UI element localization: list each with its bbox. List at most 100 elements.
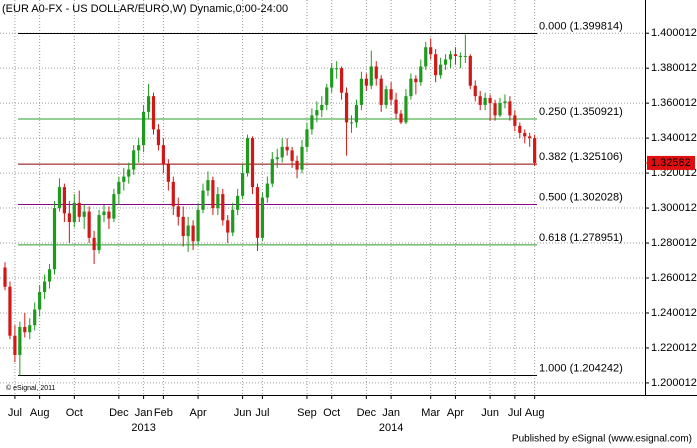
x-tick-label: Aug	[30, 407, 50, 419]
candle-body	[72, 202, 76, 223]
candle-body	[13, 335, 17, 355]
y-tick-label: 1.380012	[651, 62, 697, 74]
x-tick-label: Jun	[234, 407, 252, 419]
candle-body	[414, 78, 418, 83]
candle-body	[518, 125, 522, 133]
candle-body	[102, 211, 106, 216]
candle-body	[47, 269, 52, 282]
x-tick-label: Oct	[323, 407, 340, 419]
fib-label: 0.618 (1.278951)	[539, 232, 623, 244]
candle-body	[67, 213, 71, 223]
x-tick-label: Dec	[357, 407, 377, 419]
candle-body	[280, 146, 284, 158]
candle-body	[429, 47, 433, 55]
candle-body	[513, 115, 517, 126]
candle-body	[354, 104, 359, 123]
candle-body	[374, 66, 378, 79]
x-tick-label: Jan	[382, 407, 400, 419]
candle-body	[315, 110, 319, 116]
candle-body	[161, 145, 165, 165]
x-year-label: 2013	[131, 422, 155, 434]
candle-body	[404, 96, 408, 123]
candle-body	[335, 68, 339, 70]
fib-label: 0.382 (1.325106)	[539, 151, 623, 163]
candle-body	[186, 225, 190, 237]
candle-body	[97, 215, 101, 251]
candle-body	[468, 55, 472, 86]
candle-body	[196, 209, 200, 242]
x-tick-label: Jan	[135, 407, 153, 419]
fib-label: 0.000 (1.399814)	[539, 20, 623, 32]
candle-body	[241, 173, 245, 196]
y-tick-label: 1.220012	[651, 342, 697, 354]
x-tick-label: Jul	[255, 407, 269, 419]
candle-body	[463, 55, 467, 57]
x-tick-label: Jul	[8, 407, 22, 419]
x-tick-label: Dec	[109, 407, 129, 419]
x-tick-label: Sep	[297, 407, 317, 419]
candle-body	[439, 64, 443, 76]
candle-body	[181, 216, 185, 237]
x-tick-label: Apr	[447, 407, 464, 419]
candle-body	[112, 194, 116, 219]
candle-body	[458, 55, 462, 57]
candle-body	[533, 138, 537, 163]
y-tick-label: 1.320012	[651, 167, 697, 179]
x-tick-label: Mar	[421, 407, 440, 419]
candle-body	[255, 187, 260, 238]
fib-label: 0.500 (1.302028)	[539, 191, 623, 203]
candle-body	[221, 194, 225, 221]
candle-body	[275, 157, 279, 160]
candle-body	[508, 101, 512, 116]
candle-body	[107, 211, 111, 219]
candle-body	[300, 146, 304, 170]
candle-body	[478, 96, 482, 105]
fib-label: 1.000 (1.204242)	[539, 362, 623, 374]
candle-body	[330, 68, 334, 88]
x-tick-label: Oct	[66, 407, 83, 419]
candle-body	[419, 66, 423, 83]
candle-body	[409, 78, 413, 97]
last-price-box	[647, 155, 695, 170]
candle-body	[156, 129, 161, 146]
candle-body	[473, 85, 477, 97]
footer: Published by eSignal (www.esignal.com)	[512, 434, 692, 445]
candle-body	[33, 309, 37, 326]
y-tick-label: 1.240012	[651, 307, 697, 319]
candle-body	[231, 209, 235, 233]
candle-body	[295, 160, 299, 170]
candle-body	[142, 111, 146, 146]
candle-body	[325, 87, 329, 105]
candle-body	[38, 292, 42, 310]
candle-body	[236, 195, 240, 210]
x-tick-label: Apr	[189, 407, 206, 419]
candle-body	[57, 187, 62, 209]
candle-body	[349, 122, 354, 124]
candle-body	[216, 194, 220, 209]
candle-body	[320, 104, 324, 111]
candle-body	[379, 78, 383, 105]
candle-body	[82, 211, 86, 217]
candle-body	[127, 169, 131, 177]
candle-body	[77, 202, 81, 217]
y-tick-label: 1.200012	[651, 377, 697, 389]
candle-body	[171, 181, 175, 207]
candle-body	[146, 96, 151, 112]
candle-body	[260, 197, 264, 238]
candle-body	[8, 286, 12, 336]
candle-body	[483, 97, 487, 105]
candle-body	[265, 183, 269, 198]
candle-body	[523, 132, 527, 137]
candle-body	[117, 181, 121, 195]
y-tick-label: 1.260012	[651, 272, 697, 284]
candle-body	[290, 150, 294, 161]
candle-body	[305, 129, 309, 147]
candle-body	[3, 267, 7, 287]
candle-body	[424, 47, 428, 67]
candle-body	[226, 220, 230, 233]
candle-body	[132, 150, 136, 170]
candle-body	[453, 54, 458, 56]
candle-body	[245, 138, 250, 174]
